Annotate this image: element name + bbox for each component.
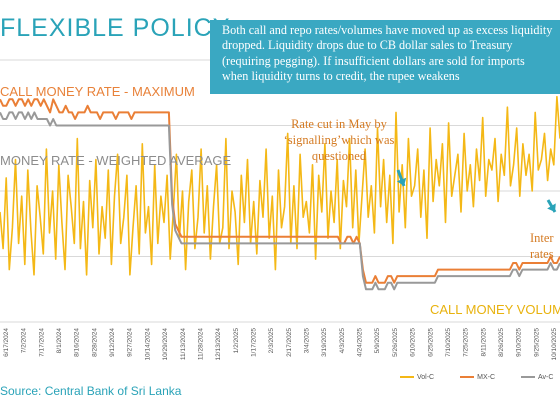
x-tick-label: 5/9/2025	[374, 328, 381, 354]
x-tick-label: 9/12/2024	[109, 328, 116, 357]
x-tick-label: 3/19/2025	[321, 328, 328, 357]
x-tick-label: 9/10/2025	[516, 328, 523, 357]
x-tick-label: 1/2/2025	[233, 328, 240, 354]
x-tick-label: 12/13/2024	[215, 328, 222, 361]
x-tick-label: 10/14/2024	[144, 328, 151, 361]
x-tick-label: 9/27/2024	[127, 328, 134, 357]
chart-legend: Vol-C MX-C Av-C	[400, 374, 553, 381]
x-tick-label: 7/17/2024	[38, 328, 45, 357]
series-line-vol-c	[0, 95, 560, 276]
x-tick-label: 8/16/2024	[74, 328, 81, 357]
x-tick-label: 8/11/2025	[480, 328, 487, 357]
legend-label-mx: MX-C	[477, 374, 496, 381]
x-tick-label: 11/28/2024	[197, 328, 204, 360]
source-note: Source: Central Bank of Sri Lanka	[0, 384, 182, 398]
x-tick-label: 7/10/2025	[445, 328, 452, 357]
page-title: FLEXIBLE POLICY	[0, 14, 231, 42]
legend-swatch-vol	[400, 376, 414, 379]
legend-item-av: Av-C	[521, 374, 553, 381]
x-tick-label: 8/1/2024	[56, 328, 63, 354]
arrow-head	[547, 203, 556, 212]
annotation-interbank: Inter rates	[530, 231, 554, 261]
x-tick-label: 8/28/2024	[91, 328, 98, 357]
x-tick-label: 2/17/2025	[286, 328, 293, 357]
annotation-rate-cut: Rate cut in May by ‘signalling’which was…	[283, 117, 395, 163]
label-call-money-max: CALL MONEY RATE - MAXIMUM	[0, 84, 195, 99]
x-tick-label: 6/10/2025	[410, 328, 417, 357]
x-tick-label: 1/17/2025	[250, 328, 257, 357]
annotation-arrows	[396, 169, 557, 213]
x-tick-label: 8/26/2025	[498, 328, 505, 357]
x-tick-label: 4/24/2025	[357, 328, 364, 357]
callout-box: Both call and repo rates/volumes have mo…	[210, 20, 560, 94]
x-axis-tick-labels: 6/17/2024 7/2/2024 7/17/2024 8/1/2024 8/16/2…	[3, 328, 558, 361]
legend-item-vol: Vol-C	[400, 374, 434, 381]
x-tick-label: 2/3/2025	[268, 328, 275, 354]
x-tick-label: 5/26/2025	[392, 328, 399, 357]
chart-series	[0, 95, 560, 291]
x-tick-label: 10/10/2025	[551, 328, 558, 361]
series-line-av-c	[0, 111, 560, 291]
x-tick-label: 4/3/2025	[339, 328, 346, 354]
legend-label-av: Av-C	[538, 374, 554, 381]
series-line-mx-c	[0, 98, 560, 284]
arrow-head	[396, 177, 407, 186]
label-call-money-volumes: CALL MONEY VOLUMES	[430, 302, 560, 317]
legend-item-mx: MX-C	[460, 374, 495, 381]
x-tick-label: 3/4/2025	[304, 328, 311, 354]
label-weighted-average: MONEY RATE - WEIGHTED AVERAGE	[0, 153, 232, 168]
x-tick-label: 11/13/2024	[180, 328, 187, 360]
x-tick-label: 9/25/2025	[533, 328, 540, 357]
x-tick-label: 7/25/2025	[463, 328, 470, 357]
legend-swatch-mx	[460, 376, 475, 379]
x-tick-label: 10/29/2024	[162, 328, 169, 361]
x-tick-label: 7/2/2024	[21, 328, 28, 354]
legend-swatch-av	[521, 376, 536, 379]
x-tick-label: 6/25/2025	[427, 328, 434, 357]
x-tick-label: 6/17/2024	[3, 328, 10, 357]
legend-label-vol: Vol-C	[417, 374, 435, 381]
